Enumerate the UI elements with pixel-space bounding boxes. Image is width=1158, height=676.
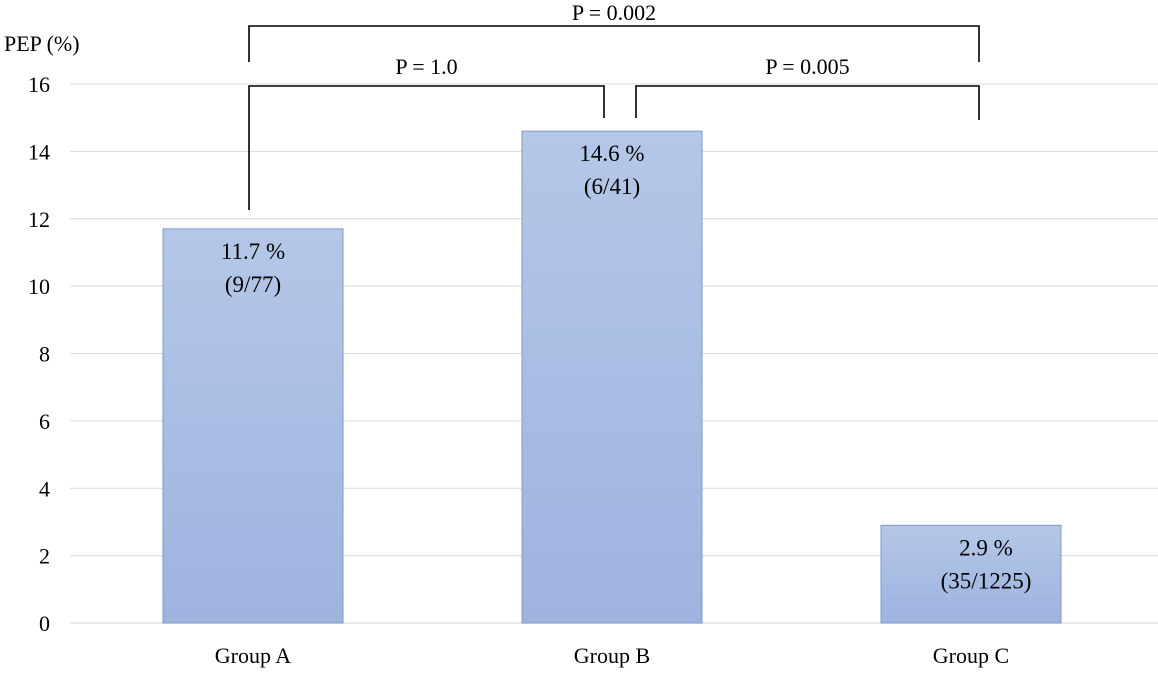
y-tick-label: 14 [28, 139, 50, 164]
data-labels: 11.7 % (9/77) 14.6 % (6/41) 2.9 % (35/1225) [221, 141, 1032, 593]
y-tick-label: 0 [39, 611, 50, 636]
y-tick-label: 8 [39, 342, 50, 367]
y-tick-labels: 0 2 4 6 8 10 12 14 16 [28, 72, 50, 636]
p-value-label: P = 1.0 [395, 54, 457, 79]
significance-bracket [248, 85, 605, 210]
y-tick-label: 16 [28, 72, 50, 97]
x-category-label: Group A [215, 643, 292, 668]
x-category-labels: Group A Group B Group C [215, 643, 1009, 668]
y-tick-label: 4 [39, 476, 50, 501]
data-label-fraction: (9/77) [225, 272, 281, 297]
significance-bracket [248, 25, 980, 62]
y-tick-label: 12 [28, 207, 50, 232]
bars [162, 130, 1062, 624]
p-value-label: P = 0.002 [572, 0, 656, 25]
p-value-label: P = 0.005 [765, 54, 849, 79]
bar [162, 228, 344, 624]
bar [880, 524, 1062, 624]
y-tick-label: 2 [39, 544, 50, 569]
x-category-label: Group C [933, 643, 1009, 668]
significance-bracket [635, 85, 980, 120]
data-label-fraction: (35/1225) [941, 568, 1032, 593]
y-tick-label: 6 [39, 409, 50, 434]
data-label-fraction: (6/41) [584, 174, 640, 199]
x-category-label: Group B [574, 643, 650, 668]
y-tick-label: 10 [28, 274, 50, 299]
significance-brackets: P = 0.002 P = 1.0 P = 0.005 [248, 0, 980, 210]
bar [521, 130, 703, 624]
data-label-percent: 2.9 % [959, 535, 1013, 560]
y-axis-label: PEP (%) [4, 31, 80, 56]
data-label-percent: 11.7 % [221, 239, 285, 264]
data-label-percent: 14.6 % [579, 141, 644, 166]
